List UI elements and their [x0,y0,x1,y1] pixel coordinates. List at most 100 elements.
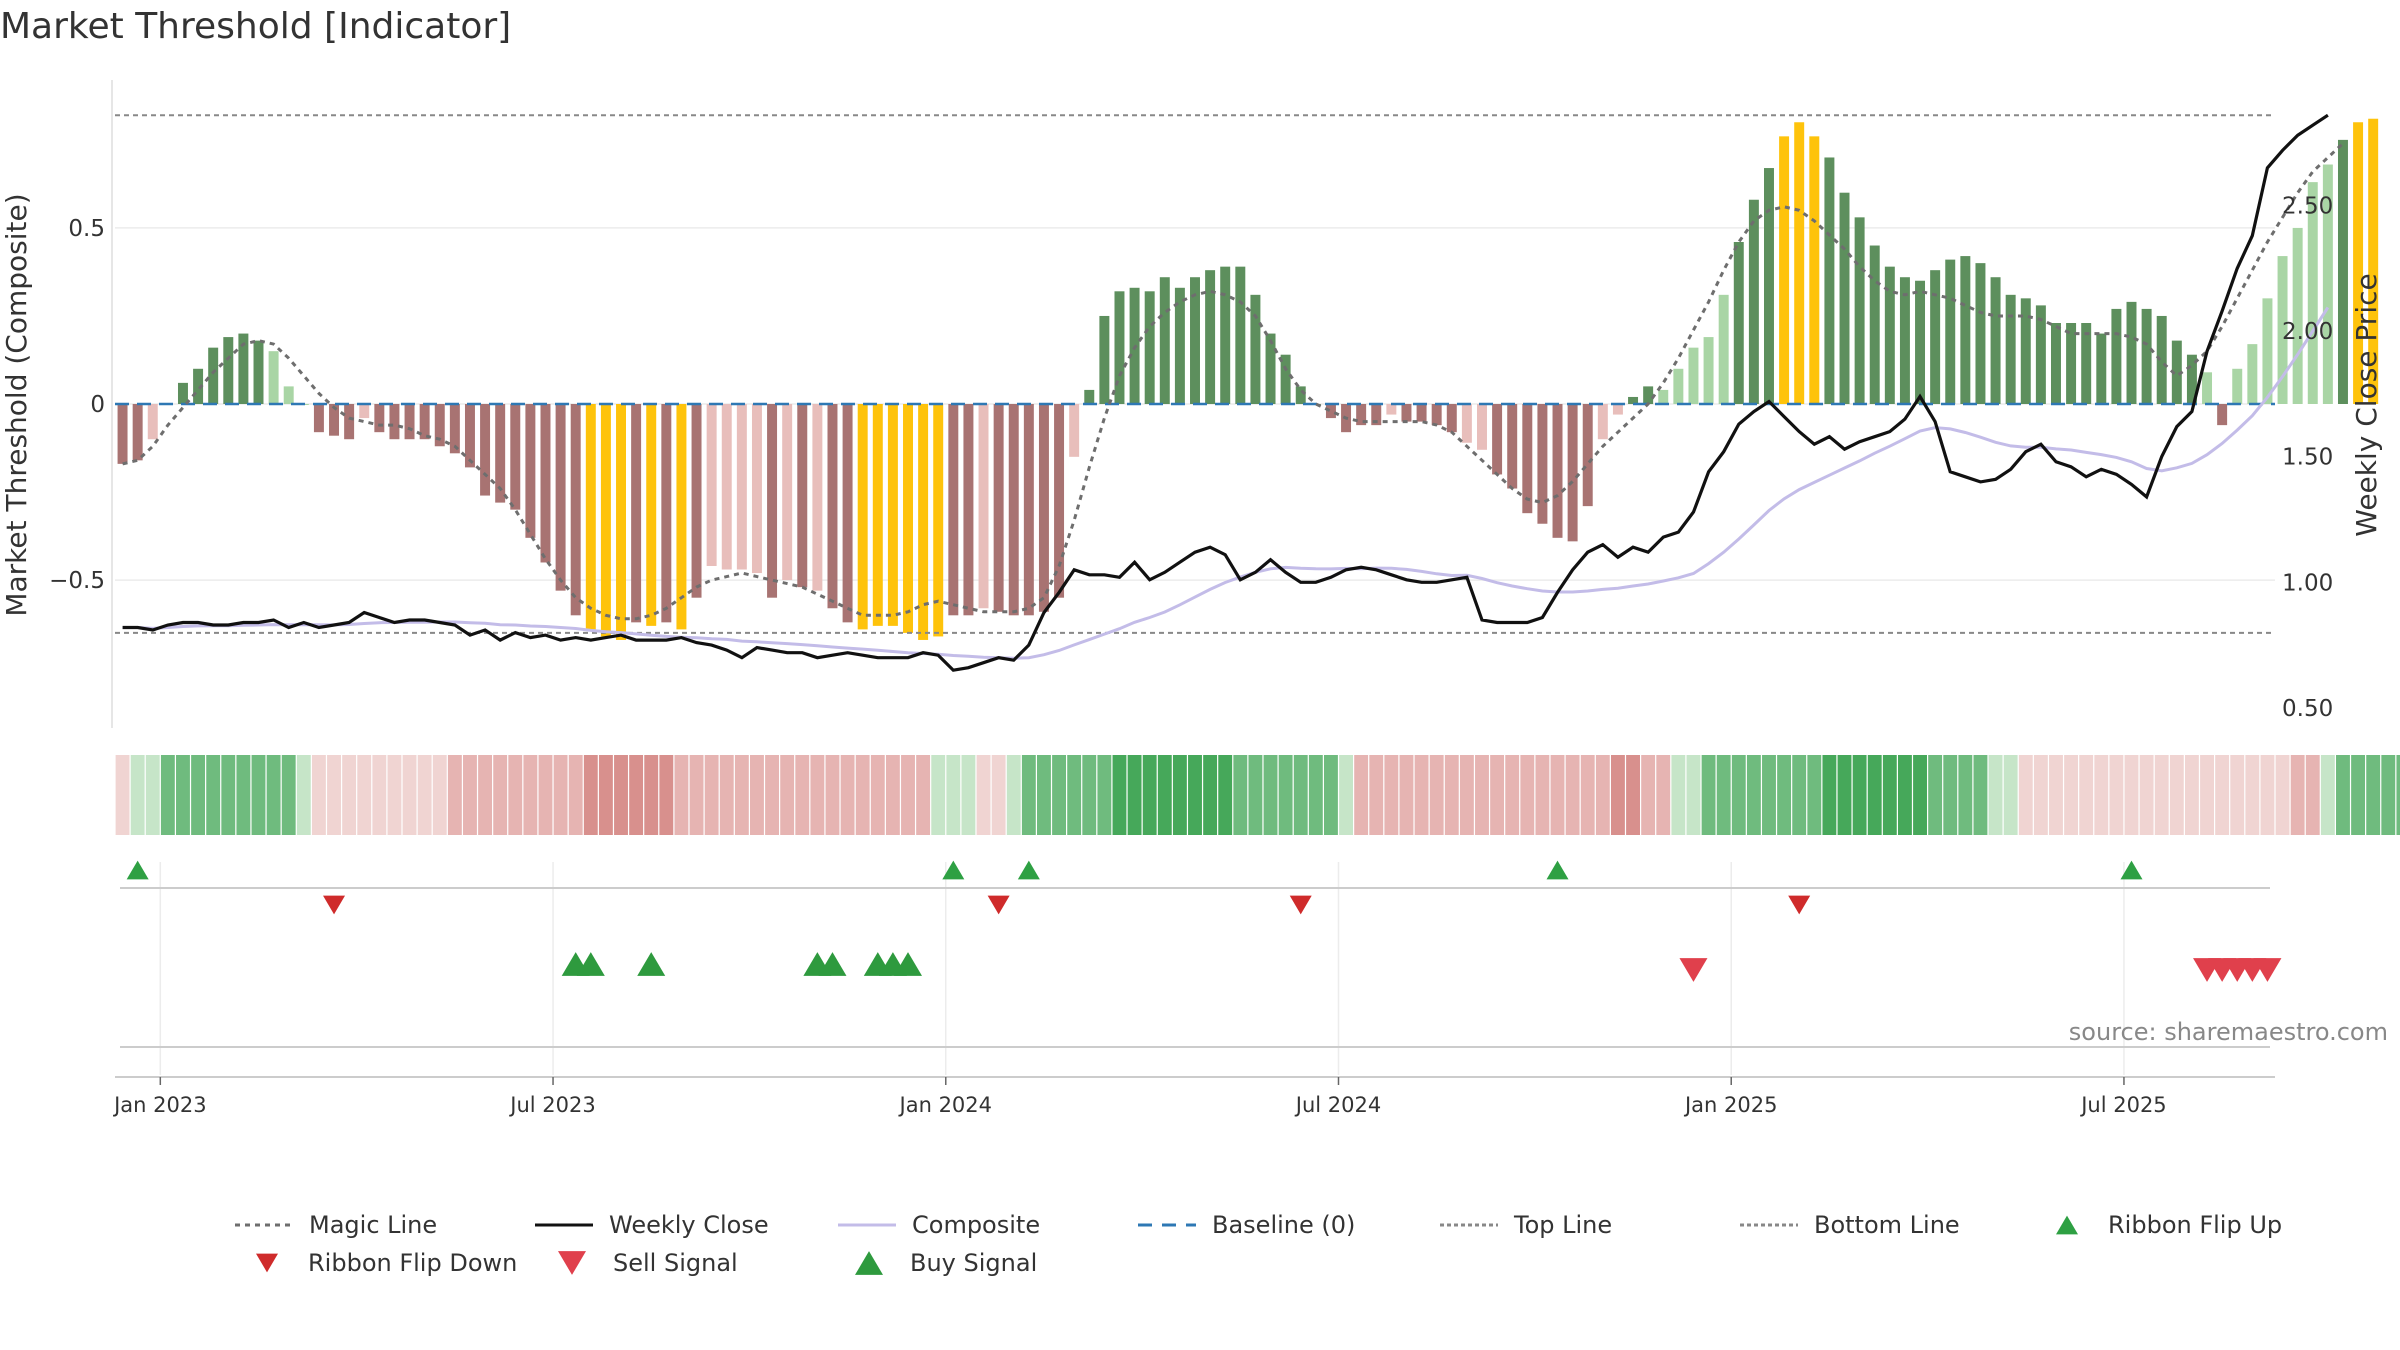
ribbon-cell [2260,755,2275,835]
composite-bar [1748,199,1759,404]
composite-bar [238,333,249,404]
ribbon-cell [1248,755,1263,835]
composite-bar [1915,280,1926,404]
ribbon-cell [614,755,628,835]
ribbon-cell [1656,755,1671,835]
composite-bar [1597,404,1608,440]
composite-bar [1884,266,1895,404]
composite-bar [1235,266,1246,404]
x-tick-label: Jan 2025 [1683,1093,1778,1117]
composite-bar [1023,404,1034,616]
composite-bar [1688,347,1699,404]
composite-bar [208,347,219,404]
y-tick-label: 0 [90,392,105,418]
ribbon-cell [2320,755,2335,835]
composite-bar [1250,294,1261,404]
y-tick-label: 0.5 [68,216,105,242]
ribbon-cell [2366,755,2381,835]
ribbon-cell [598,755,613,835]
buy-signal-marker [894,952,923,976]
composite-bar [1718,294,1729,404]
composite-bar [2081,323,2092,404]
ribbon-cell [1127,755,1142,835]
ribbon-cell [1852,755,1867,835]
composite-bar [1401,404,1412,422]
legend-swatch-buy-signal [855,1251,883,1275]
composite-bar [1779,136,1790,404]
composite-bar [223,337,234,404]
legend-label-weekly-close: Weekly Close [609,1211,769,1239]
ribbon-flip-up-marker [1546,860,1569,880]
ribbon-strip [115,755,2400,835]
composite-bar [631,404,642,623]
composite-bar [1084,389,1095,404]
composite-bar [691,404,702,598]
ribbon-cell [629,755,644,835]
composite-bar [1612,404,1623,415]
ribbon-cell [2215,755,2230,835]
composite-bar [1008,404,1019,616]
composite-bar [1492,404,1503,475]
ribbon-cell [1414,755,1429,835]
ribbon-cell [160,755,175,835]
composite-bar [449,404,460,454]
composite-bar [389,404,400,440]
composite-bar [1854,217,1865,404]
composite-bar [2050,323,2061,404]
composite-bar [993,404,1004,612]
composite-bar [1325,404,1336,419]
ribbon-cell [2064,755,2079,835]
legend-label-top-line: Top Line [1513,1211,1612,1239]
y-axis-label: Market Threshold (Composite) [0,193,33,616]
ribbon-cell [1943,755,1958,835]
ribbon-cell [1958,755,1973,835]
ribbon-cell [644,755,659,835]
composite-bar [1159,277,1170,404]
ribbon-cell [1157,755,1172,835]
composite-bar [177,382,188,404]
composite-bar [1114,291,1125,404]
composite-bar [782,404,793,581]
composite-bar [1099,315,1110,404]
composite-bar [1477,404,1487,450]
composite-bar [193,368,204,404]
ribbon-cell [2230,755,2245,835]
ribbon-cell [1716,755,1731,835]
composite-bar [2126,301,2137,404]
composite-bar [2141,308,2152,404]
ribbon-cell [417,755,432,835]
composite-bar [2035,305,2046,404]
sell-signal-marker [1679,958,1708,982]
legend-label-magic-line: Magic Line [309,1211,437,1239]
ribbon-cell [296,755,311,835]
ribbon-cell [1369,755,1384,835]
composite-bar [751,404,762,574]
y2-tick-label: 1.50 [2282,445,2333,471]
composite-bar [1552,404,1563,538]
composite-bar [1069,404,1080,457]
composite-bar [585,404,596,630]
ribbon-flip-up-marker [942,860,965,880]
ribbon-cell [1188,755,1202,835]
x-tick-label: Jan 2024 [898,1093,993,1117]
composite-bar [1356,404,1367,426]
legend-label-ribbon-flip-up: Ribbon Flip Up [2108,1211,2282,1239]
composite-bar [359,404,370,419]
composite-bar [1205,270,1216,404]
ribbon-cell [2018,755,2033,835]
legend-swatch-ribbon-flip-down [256,1253,278,1273]
ribbon-cell [991,755,1006,835]
ribbon-cell [236,755,251,835]
ribbon-cell [1082,755,1097,835]
ribbon-cell [1067,755,1082,835]
x-tick-label: Jul 2025 [2079,1093,2166,1117]
ribbon-cell [1731,755,1746,835]
ribbon-cell [795,755,810,835]
ribbon-cell [115,755,130,835]
ribbon-cell [2184,755,2199,835]
ribbon-cell [1641,755,1656,835]
composite-bar [1975,263,1986,404]
composite-bar [1824,157,1835,404]
ribbon-cell [2049,755,2063,835]
ribbon-cell [251,755,266,835]
